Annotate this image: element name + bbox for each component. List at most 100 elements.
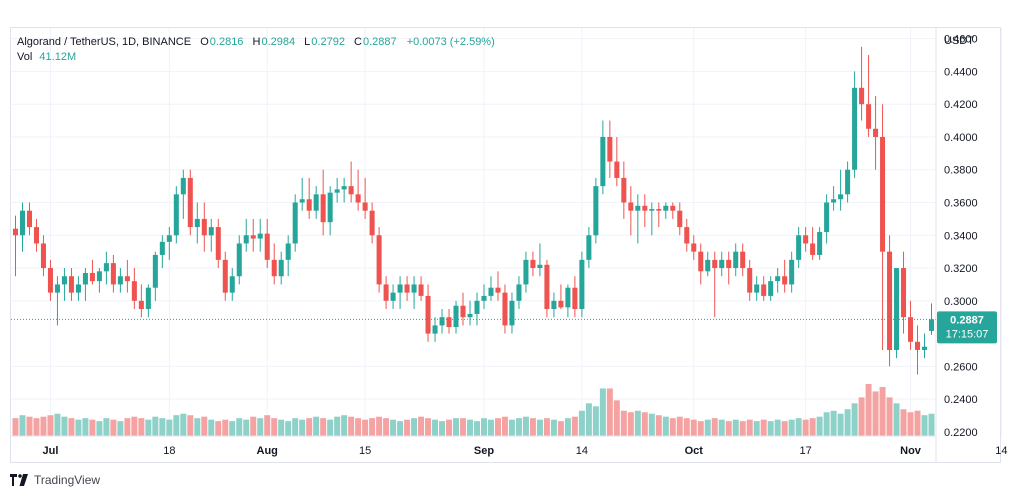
candle-body <box>908 317 914 342</box>
volume-bar <box>145 419 152 436</box>
volume-bar <box>725 421 732 436</box>
volume-bar <box>250 416 257 436</box>
candle <box>201 202 207 252</box>
candle-body <box>551 300 557 310</box>
volume-bar <box>390 419 397 436</box>
candle <box>425 284 431 342</box>
candle-body <box>642 205 648 211</box>
candle-body <box>89 272 95 282</box>
bar-countdown: 17:15:07 <box>946 328 989 340</box>
volume-bar <box>460 418 467 436</box>
candle <box>607 120 613 178</box>
candle <box>887 235 893 367</box>
candle-body <box>362 202 368 211</box>
volume-bar <box>858 397 865 436</box>
candle-body <box>26 210 32 228</box>
candle <box>642 194 648 228</box>
candle <box>453 300 459 334</box>
candle-body <box>803 235 809 244</box>
volume-bar <box>411 418 418 436</box>
chart-frame[interactable] <box>10 27 1001 463</box>
candle <box>579 251 585 318</box>
candle-body <box>271 259 277 277</box>
time-tick-label: Oct <box>685 445 704 457</box>
volume-bar <box>746 419 753 436</box>
candle <box>698 243 704 285</box>
candle <box>54 276 60 326</box>
candle-body <box>145 287 151 310</box>
volume-bar <box>453 418 460 436</box>
volume-bar <box>166 419 173 436</box>
candle <box>124 259 130 293</box>
volume-bar <box>634 410 641 436</box>
candle <box>754 276 760 301</box>
price-tick-label: 0.3000 <box>944 296 978 308</box>
tradingview-logo-icon[interactable] <box>10 474 28 486</box>
candle-body <box>229 276 235 293</box>
candle <box>194 202 200 244</box>
candle-body <box>474 300 480 314</box>
volume-label[interactable]: Vol <box>17 51 33 63</box>
candle-body <box>425 295 431 334</box>
tradingview-brand[interactable]: TradingView <box>34 473 101 487</box>
candle-body <box>789 259 795 285</box>
volume-bars <box>12 384 935 436</box>
volume-bar <box>404 419 411 436</box>
candle-body <box>159 241 165 255</box>
candle-body <box>439 317 445 326</box>
volume-bar <box>739 421 746 436</box>
volume-bar <box>474 421 480 436</box>
candle <box>838 169 844 211</box>
candle <box>236 235 242 285</box>
candle <box>859 46 865 121</box>
volume-bar <box>26 416 33 436</box>
volume-bar <box>557 421 564 436</box>
candle <box>544 259 550 318</box>
candle <box>691 235 697 260</box>
candle-body <box>887 251 893 350</box>
candle-body <box>124 276 130 282</box>
candle-body <box>796 235 802 260</box>
candle <box>866 55 872 137</box>
candle-body <box>334 189 340 193</box>
volume-bar <box>278 419 285 436</box>
candle-body <box>593 186 599 236</box>
volume-bar <box>383 418 390 436</box>
candle-body <box>383 284 389 301</box>
volume-bar <box>599 388 606 436</box>
candle <box>677 202 683 236</box>
volume-bar <box>362 419 369 436</box>
candle-body <box>523 259 529 285</box>
candle <box>75 276 81 301</box>
candle <box>831 186 837 211</box>
volume-bar <box>844 409 851 436</box>
candle <box>775 268 781 293</box>
candle <box>901 251 907 334</box>
volume-bar <box>82 418 89 436</box>
price-axis[interactable]: 0.4600 0.4400 0.4200 0.4000 0.3800 0.3600 0.34… <box>944 34 978 439</box>
candle-body <box>54 284 60 293</box>
candle-body <box>390 292 396 301</box>
time-axis[interactable]: Jul 18 Aug 15 Sep 14 Oct 17 Nov 14 <box>43 445 1008 457</box>
candle <box>26 202 32 236</box>
candle-body <box>152 254 158 288</box>
candle-body <box>516 284 522 301</box>
symbol-title[interactable]: Algorand / TetherUS, 1D, BINANCE <box>17 36 192 48</box>
volume-bar <box>292 418 299 436</box>
volume-bar <box>131 416 138 436</box>
candle-body <box>187 177 193 228</box>
volume-bar <box>648 413 655 436</box>
volume-bar <box>718 419 725 436</box>
volume-bar <box>47 415 54 436</box>
candle-body <box>614 161 620 178</box>
candle-body <box>921 346 928 350</box>
candle-body <box>355 194 361 203</box>
volume-bar <box>439 421 446 436</box>
price-tick-label: 0.2600 <box>944 361 978 373</box>
candles <box>12 46 935 375</box>
volume-bar <box>872 391 879 436</box>
volume-bar <box>732 419 739 436</box>
candle-body <box>285 243 291 260</box>
candle-body <box>845 169 851 195</box>
